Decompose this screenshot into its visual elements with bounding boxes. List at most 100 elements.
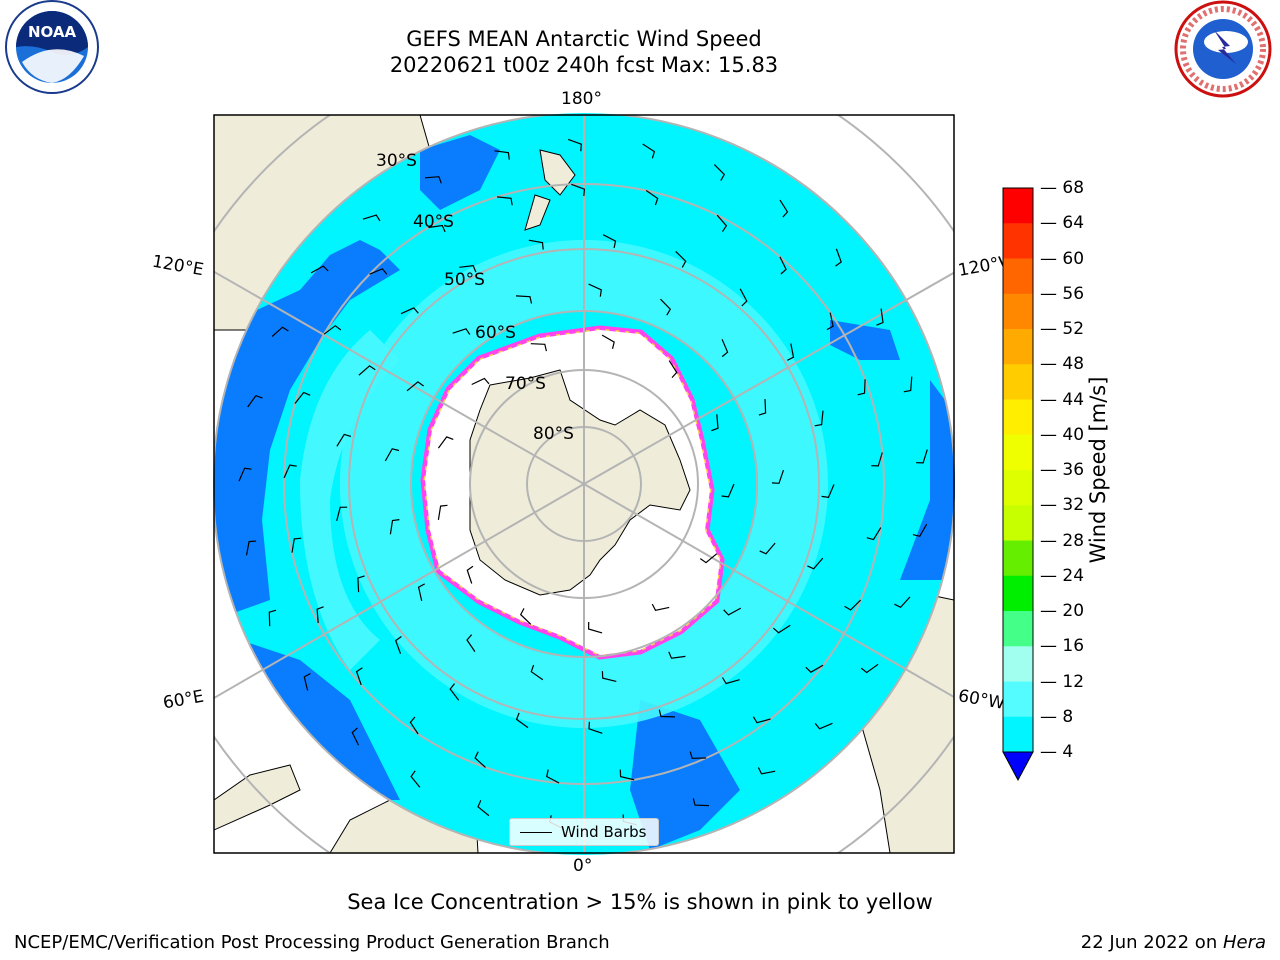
wind-barb [689, 751, 707, 759]
wind-barb [406, 381, 424, 392]
wind-barb [844, 599, 862, 611]
colorbar-tick-label: — 24 [1040, 565, 1085, 586]
wind-barb [721, 677, 740, 685]
colorbar [1002, 187, 1034, 782]
lat-label-60s: 60°S [475, 323, 516, 343]
wind-barb [713, 164, 726, 181]
wind-barb [384, 448, 400, 462]
wind-barb [758, 398, 767, 416]
wind-barb [515, 712, 529, 729]
colorbar-segment [1003, 293, 1033, 330]
wind-barb [291, 537, 302, 553]
wind-barb [757, 767, 776, 775]
wind-barb [336, 433, 352, 447]
wind-barb [602, 234, 617, 249]
wind-barb [771, 469, 785, 484]
wind-barb [355, 667, 363, 686]
wind-4-8-region-south [630, 700, 740, 850]
wind-barb [294, 391, 311, 404]
chart-title: GEFS MEAN Antarctic Wind Speed [406, 27, 762, 51]
colorbar-segment [1003, 223, 1033, 259]
wind-barb [530, 343, 547, 352]
wind-barb [530, 664, 544, 681]
colorbar-segment [1003, 434, 1033, 471]
wind-barb [894, 596, 911, 609]
wind-barb [459, 264, 477, 273]
colorbar-tick-label: — 44 [1040, 389, 1085, 410]
wind-barb [642, 143, 656, 159]
colorbar-extension [1002, 751, 1034, 782]
wind-4-8-region-se [830, 320, 900, 360]
wind-barb [283, 464, 297, 479]
wind-barb [699, 553, 718, 564]
colorbar-segment [1003, 575, 1033, 612]
wind-barb [497, 196, 513, 206]
wind-barb [303, 672, 311, 691]
colorbar-segment [1003, 716, 1033, 753]
wind-barb [588, 721, 603, 734]
map-frame [213, 114, 955, 854]
colorbar-segment [1003, 329, 1033, 365]
wind-barb [238, 467, 252, 482]
wind-barb [651, 603, 670, 611]
wind-barb [752, 716, 771, 724]
graticule [214, 115, 954, 853]
colorbar-tick-label: — 20 [1040, 601, 1085, 621]
wind-barb [466, 565, 474, 584]
wind-barb [336, 506, 348, 522]
wind-barb [779, 199, 789, 218]
wind-4-8-region-west [214, 240, 400, 620]
colorbar-tick-label: — 52 [1040, 319, 1085, 339]
wind-barb [409, 716, 419, 735]
wind-barb [871, 452, 883, 467]
wind-barb [866, 527, 882, 541]
wind-barb [515, 295, 533, 304]
wind-barb [428, 224, 446, 233]
wind-barb [835, 248, 842, 267]
noaa-logo-text: NOAA [28, 23, 77, 41]
wind-barb [601, 334, 615, 349]
wind-barb [675, 250, 687, 268]
wind-barb [660, 298, 672, 316]
chart-subtitle: 20220621 t00z 240h fcst Max: 15.83 [389, 53, 779, 77]
wind-barb [394, 636, 402, 654]
colorbar-tick-label: — 60 [1040, 248, 1085, 269]
colorbar-tick-label: — 32 [1040, 495, 1085, 516]
wind-barb [814, 410, 824, 427]
nws-logo [1174, 0, 1272, 98]
lat-label-40s: 40°S [413, 212, 454, 232]
credit-text: NCEP/EMC/Verification Post Processing Pr… [14, 932, 610, 953]
colorbar-segment [1003, 540, 1033, 577]
wind-barb [400, 307, 419, 315]
wind-barb [437, 436, 454, 449]
wind-barb [619, 769, 635, 781]
noaa-logo: NOAA [5, 0, 99, 94]
colorbar-segment [1003, 646, 1033, 682]
wind-barb [369, 268, 388, 275]
wind-barbs [238, 138, 928, 829]
colorbar-segment [1003, 399, 1033, 436]
colorbar-tick-label: — 48 [1040, 354, 1085, 375]
colorbar-tick-label: — 16 [1040, 636, 1085, 657]
date-line: 22 Jun 2022 on Hera [1081, 932, 1266, 953]
wind-barb [692, 798, 710, 807]
legend-label: Wind Barbs [561, 823, 647, 841]
colorbar-tick-label: — 12 [1040, 671, 1085, 692]
lat-label-80s: 80°S [533, 424, 574, 444]
wind-barb [668, 651, 686, 659]
colorbar-tick-label: — 4 [1040, 742, 1074, 762]
wind-barb [711, 414, 719, 432]
wind-barb [779, 256, 787, 275]
wind-barb [807, 557, 824, 570]
colorbar-tick-label: — 64 [1040, 213, 1085, 234]
wind-barb [772, 624, 791, 634]
wind-barb [721, 483, 735, 498]
wind-barb [721, 339, 729, 358]
wind-barb [787, 343, 795, 361]
colorbar-segment [1003, 681, 1033, 718]
wind-barb [814, 722, 833, 730]
colorbar-segment [1003, 258, 1033, 295]
wind-barb [424, 176, 442, 184]
colorbar-label: Wind Speed [m/s] [1086, 376, 1110, 564]
